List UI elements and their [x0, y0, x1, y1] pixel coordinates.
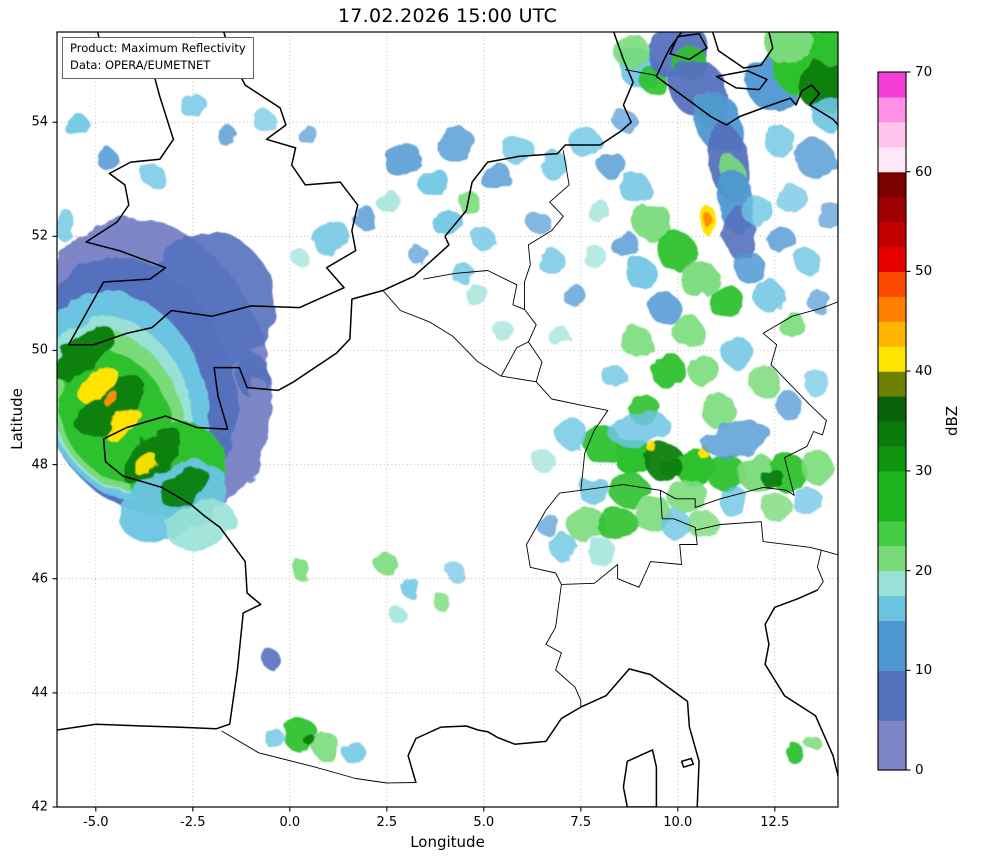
- colorbar-frame: [877, 71, 907, 771]
- colorbar-tick-label: 30: [915, 462, 933, 479]
- colorbar: [877, 71, 911, 771]
- figure-title: 17.02.2026 15:00 UTC: [337, 5, 558, 27]
- x-axis-label: Longitude: [410, 833, 485, 851]
- y-tick-label: 42: [31, 799, 48, 815]
- data-source-line: Data: OPERA/EUMETNET: [70, 58, 211, 73]
- colorbar-tick-label: 40: [915, 363, 933, 380]
- x-tick-label: -2.5: [180, 815, 206, 830]
- x-tick-label: 2.5: [376, 815, 398, 830]
- y-axis-label: Latitude: [8, 388, 26, 450]
- colorbar-tick-label: 70: [915, 64, 933, 80]
- product-annotation-box: Product: Maximum Reflectivity Data: OPER…: [62, 37, 254, 79]
- colorbar-tick-label: 60: [915, 163, 933, 180]
- x-tick-label: -5.0: [83, 815, 109, 830]
- y-tick-label: 50: [31, 342, 48, 358]
- x-tick-label: 5.0: [473, 815, 495, 830]
- y-tick-label: 48: [31, 457, 48, 473]
- colorbar-tick-label: 20: [915, 562, 933, 579]
- x-tick-label: 12.5: [760, 815, 790, 830]
- country-borders: [221, 69, 838, 784]
- y-tick-label: 46: [31, 571, 48, 587]
- plot-frame: [56, 31, 839, 808]
- y-tick-label: 54: [31, 114, 48, 130]
- x-tick-label: 10.0: [663, 815, 693, 830]
- y-tick-label: 44: [31, 685, 48, 701]
- colorbar-label: dBZ: [943, 405, 961, 437]
- colorbar-tick-label: 10: [915, 662, 933, 679]
- axis-ticks: [52, 121, 776, 812]
- colorbar-tick-label: 0: [915, 762, 924, 778]
- x-tick-label: 0.0: [279, 815, 301, 830]
- y-tick-label: 52: [31, 228, 48, 244]
- radar-echoes: [57, 32, 838, 765]
- x-tick-label: 7.5: [570, 815, 592, 830]
- coastlines: [57, 32, 838, 807]
- product-line: Product: Maximum Reflectivity: [70, 41, 246, 55]
- colorbar-tick-label: 50: [915, 263, 933, 280]
